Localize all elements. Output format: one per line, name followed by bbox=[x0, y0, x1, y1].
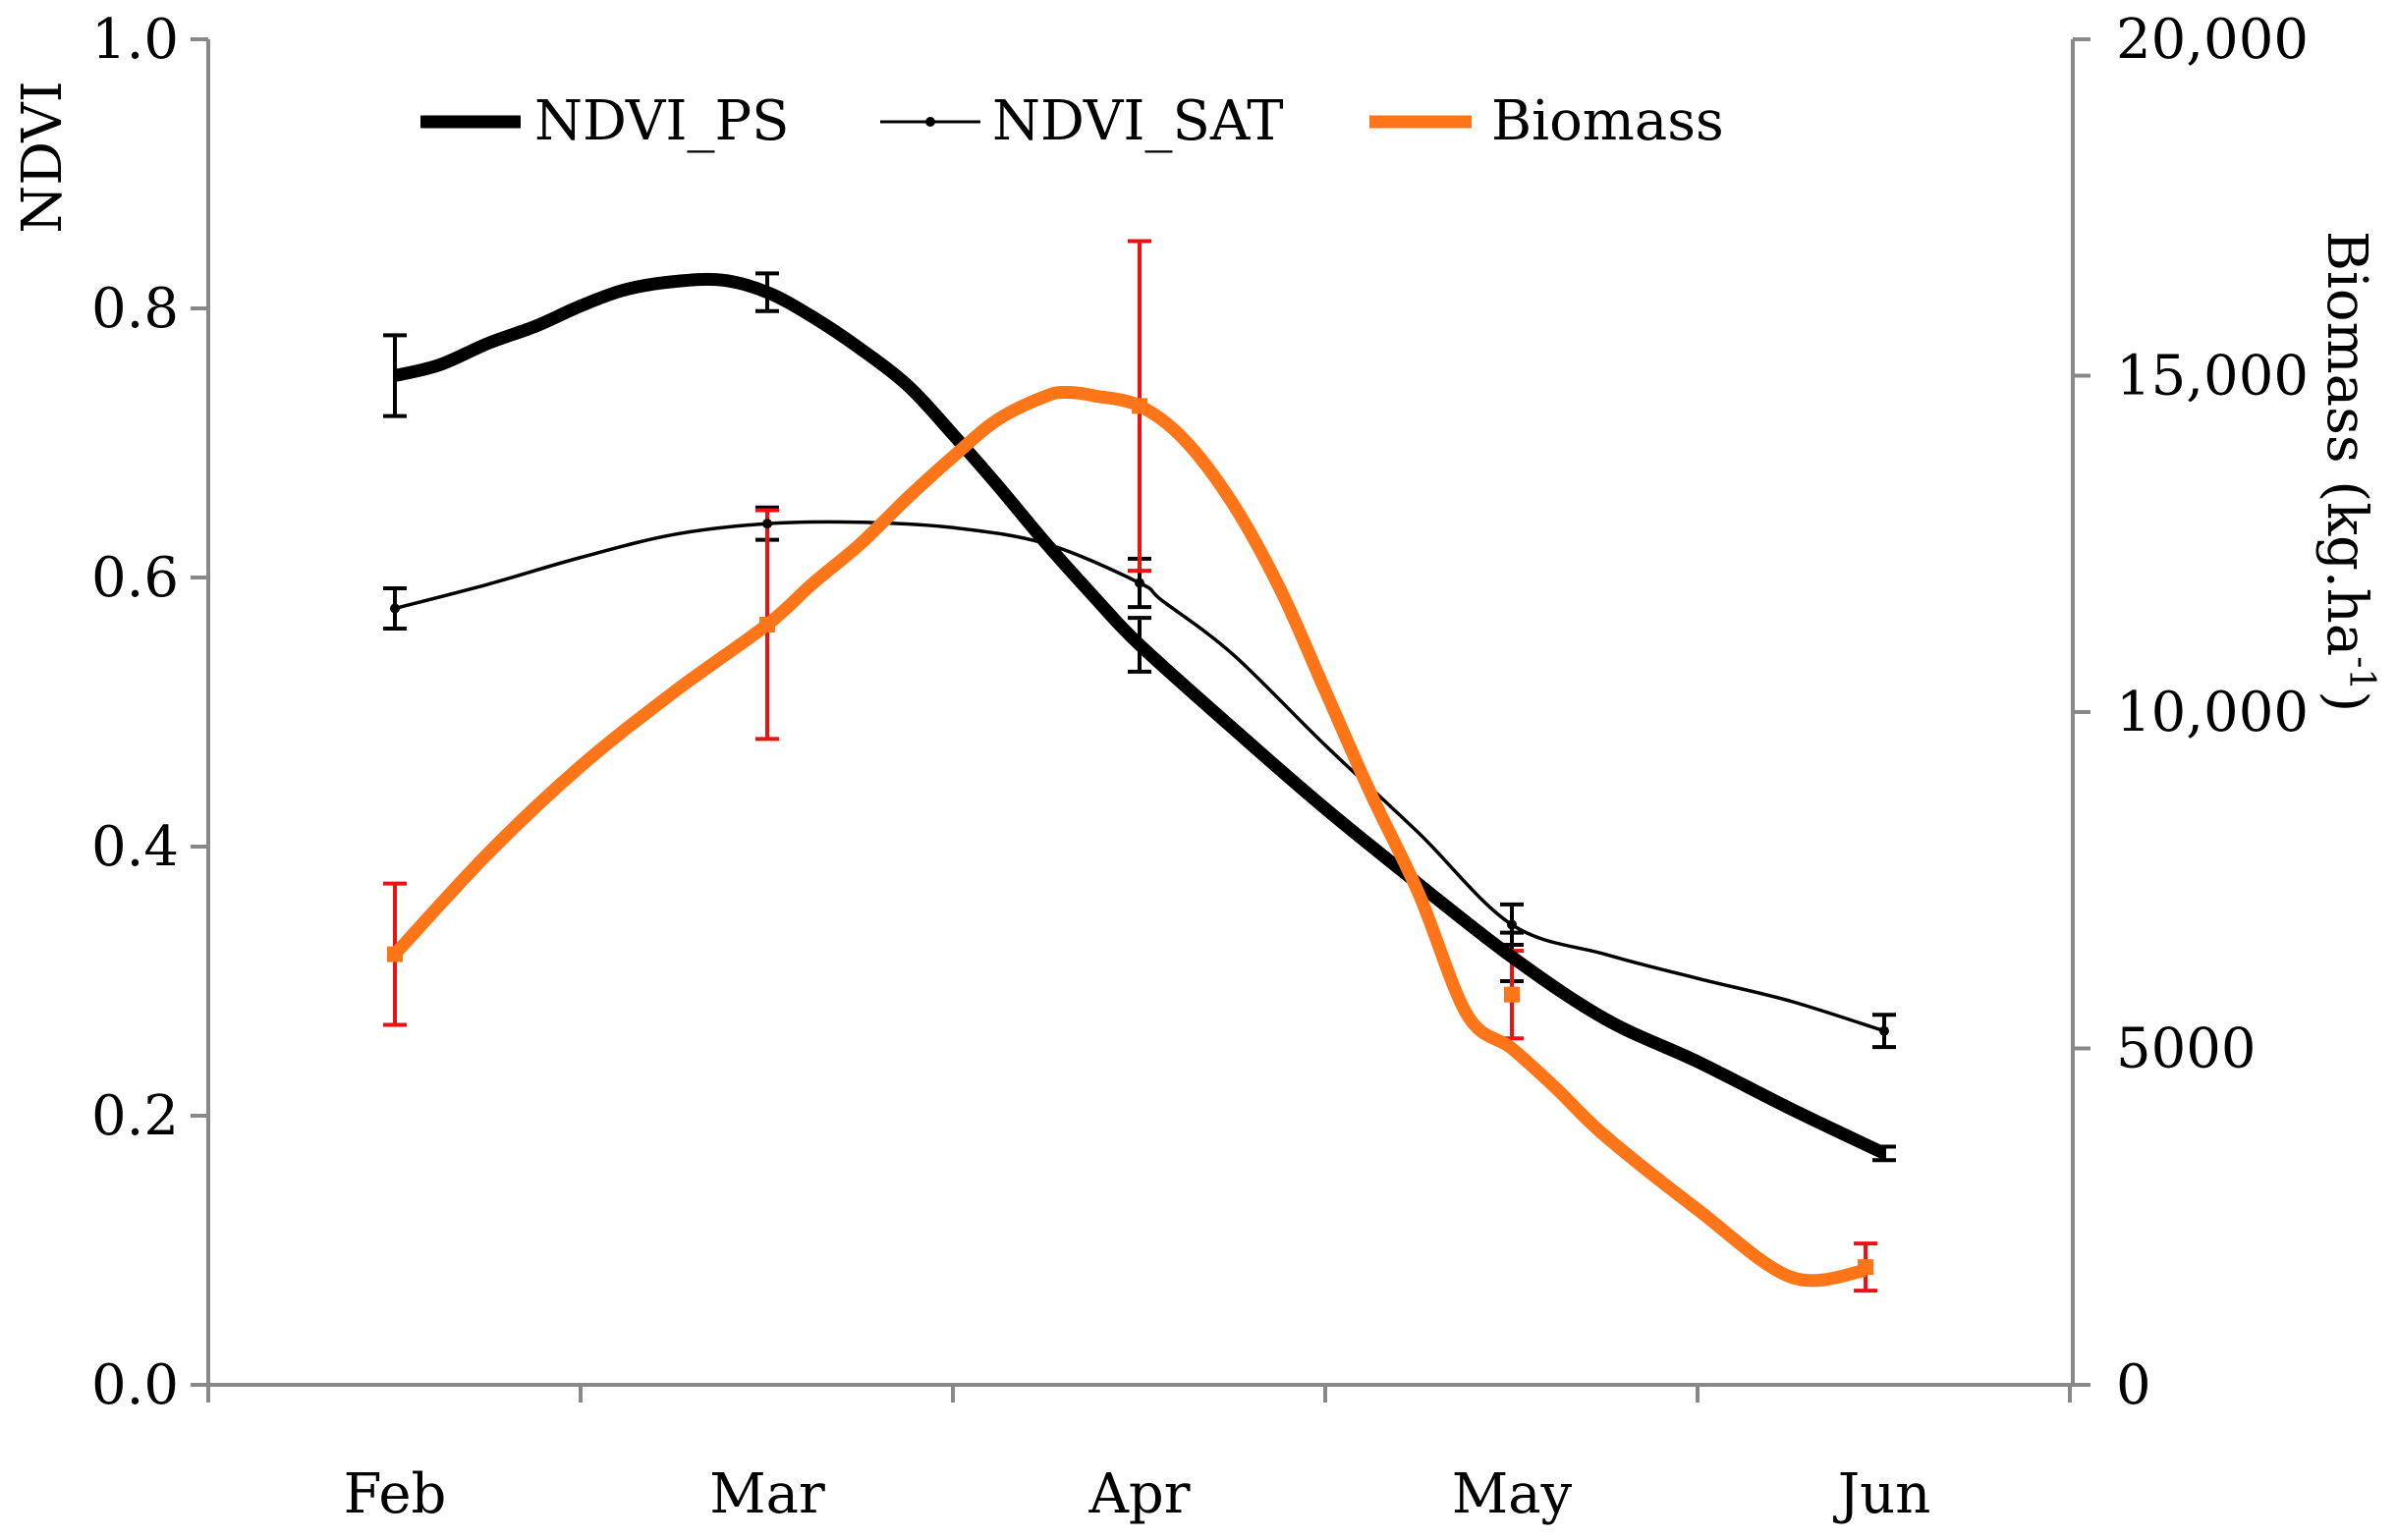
legend-label-biomass: Biomass bbox=[1491, 89, 1724, 153]
biomass-marker bbox=[1504, 986, 1520, 1003]
biomass-marker bbox=[1858, 1259, 1874, 1276]
x-tick-label: May bbox=[1452, 1462, 1573, 1526]
legend-item-ndvi-ps: NDVI_PS bbox=[420, 89, 790, 153]
ndvi-sat-marker bbox=[1135, 578, 1144, 588]
x-tick-label: Jun bbox=[1833, 1462, 1931, 1526]
legend-marker-biomass bbox=[1415, 116, 1426, 128]
x-tick-label: Feb bbox=[344, 1462, 447, 1526]
right-axis-title: Biomass (kg.ha-1) bbox=[2314, 231, 2381, 712]
left-tick-label: 1.0 bbox=[91, 8, 179, 72]
x-tick-label: Mar bbox=[709, 1462, 825, 1526]
series-line-ndvi-ps bbox=[393, 272, 1887, 1160]
left-tick-label: 0.6 bbox=[91, 546, 179, 610]
x-axis-ticks: Feb Mar Apr May Jun bbox=[206, 1385, 2072, 1526]
right-tick-label: 15,000 bbox=[2116, 345, 2309, 409]
biomass-marker bbox=[1132, 398, 1147, 414]
legend-item-biomass: Biomass bbox=[1369, 89, 1724, 153]
left-tick-label: 0.2 bbox=[91, 1084, 179, 1148]
left-tick-label: 0.0 bbox=[91, 1353, 179, 1417]
series-line-ndvi-sat bbox=[394, 520, 1885, 1033]
legend-marker-ndvi-sat bbox=[925, 117, 935, 127]
ndvi-sat-marker bbox=[390, 603, 400, 614]
ndvi-sat-marker bbox=[1507, 919, 1517, 930]
left-axis-ticks: 0.0 0.2 0.4 0.6 0.8 1.0 bbox=[91, 8, 208, 1417]
series-lines bbox=[387, 272, 1889, 1288]
ndvi-sat-marker bbox=[762, 519, 772, 529]
left-tick-label: 0.4 bbox=[91, 815, 179, 879]
left-axis-title: NDVI bbox=[11, 81, 75, 233]
right-tick-label: 0 bbox=[2116, 1353, 2151, 1417]
right-axis-ticks: 0 5000 10,000 15,000 20,000 bbox=[2073, 8, 2309, 1417]
series-line-biomass bbox=[390, 385, 1867, 1288]
right-tick-label: 10,000 bbox=[2116, 681, 2309, 744]
right-tick-label: 20,000 bbox=[2116, 8, 2309, 72]
right-axis-title-superscript: -1 bbox=[2341, 656, 2381, 690]
legend-label-ndvi-sat: NDVI_SAT bbox=[992, 89, 1284, 153]
legend-label-ndvi-ps: NDVI_PS bbox=[534, 89, 790, 153]
right-tick-label: 5000 bbox=[2116, 1018, 2257, 1081]
left-tick-label: 0.8 bbox=[91, 277, 179, 341]
right-axis-title-close: ) bbox=[2314, 690, 2378, 712]
biomass-marker bbox=[387, 946, 403, 962]
biomass-marker bbox=[759, 616, 775, 632]
x-tick-label: Apr bbox=[1087, 1462, 1190, 1526]
right-axis-title-main: Biomass (kg.ha bbox=[2314, 231, 2378, 656]
ndvi-sat-marker bbox=[1879, 1025, 1889, 1036]
legend: NDVI_PS NDVI_SAT Biomass bbox=[420, 89, 1724, 153]
legend-item-ndvi-sat: NDVI_SAT bbox=[880, 89, 1284, 153]
